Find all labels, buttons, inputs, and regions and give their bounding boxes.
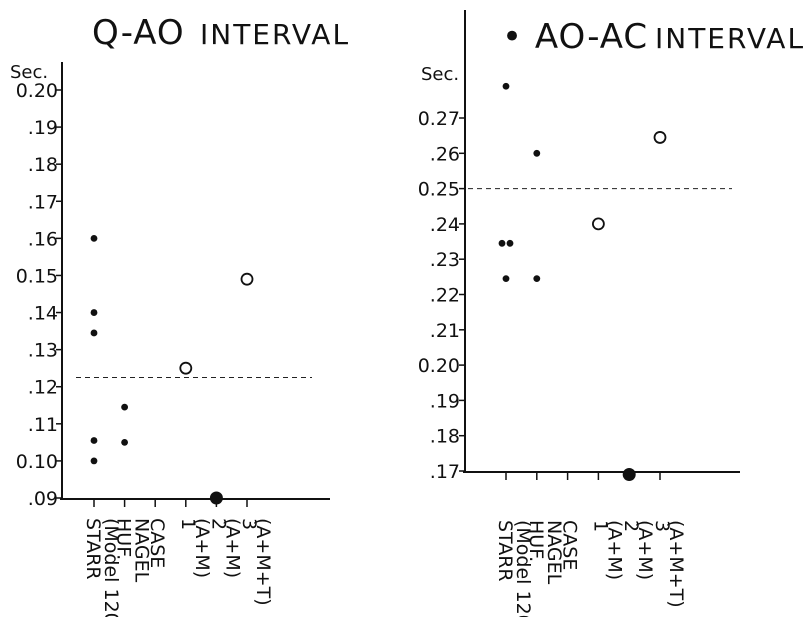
right-chart-title-suffix: INTERVAL bbox=[655, 22, 805, 55]
left-chart-y-tick-label: .09 bbox=[28, 488, 58, 510]
left-chart-y-tick-label: 0.20 bbox=[16, 80, 58, 102]
right-chart-ylabel: Sec. bbox=[421, 64, 459, 85]
left-chart-point-open bbox=[242, 274, 253, 285]
left-chart-category-sublabel: (A+M+T) bbox=[252, 518, 274, 606]
left-chart-y-tick-label: .14 bbox=[28, 303, 58, 325]
left-chart-plot: 0.20.19.18.17.160.15.14.13.12.110.10.09S… bbox=[16, 62, 330, 617]
left-chart-point-dot bbox=[91, 437, 98, 444]
left-chart-y-tick-label: 0.10 bbox=[16, 451, 58, 473]
right-chart-y-tick-label: .18 bbox=[430, 426, 460, 448]
right-chart-y-tick-label: .21 bbox=[430, 320, 460, 342]
left-chart-point-dot bbox=[121, 439, 128, 446]
left-chart-point-dot bbox=[91, 458, 98, 465]
left-chart-title-suffix: INTERVAL bbox=[200, 18, 350, 51]
left-chart-y-tick-label: .12 bbox=[28, 377, 58, 399]
left-chart-point-dot bbox=[91, 235, 98, 242]
right-chart-y-tick-label: .23 bbox=[430, 249, 460, 271]
right-chart-point-dot bbox=[499, 240, 506, 247]
right-chart-point-dot bbox=[533, 275, 540, 282]
right-chart-category-label: CASE bbox=[559, 520, 581, 570]
left-chart-point-dot bbox=[121, 404, 128, 411]
left-chart-y-tick-label: .18 bbox=[28, 154, 58, 176]
left-chart-point-dot bbox=[91, 309, 98, 316]
right-chart-y-tick-label: 0.27 bbox=[418, 108, 460, 130]
right-chart-plot: 0.27.260.25.24.23.22.210.20.19.18.17STAR… bbox=[418, 10, 740, 617]
left-chart-y-tick-label: .16 bbox=[28, 228, 58, 250]
left-chart-point-large bbox=[210, 492, 223, 505]
left-chart-title-prefix: Q-AO bbox=[92, 13, 185, 53]
right-chart-y-tick-label: 0.25 bbox=[418, 179, 460, 201]
left-chart-y-tick-label: .17 bbox=[28, 191, 58, 213]
right-chart-y-tick-label: 0.20 bbox=[418, 355, 460, 377]
right-chart-point-dot bbox=[507, 240, 514, 247]
right-chart-y-tick-label: .24 bbox=[430, 214, 460, 236]
left-chart-y-tick-label: 0.15 bbox=[16, 265, 58, 287]
right-chart-point-dot bbox=[533, 150, 540, 157]
right-chart-point-open bbox=[593, 218, 604, 229]
left-chart-y-tick-label: .13 bbox=[28, 340, 58, 362]
right-chart-point-dot bbox=[503, 83, 510, 90]
right-chart-y-tick-label: .17 bbox=[430, 461, 460, 483]
left-chart-y-tick-label: .11 bbox=[28, 414, 58, 436]
right-chart-y-tick-label: .26 bbox=[430, 143, 460, 165]
right-chart-point-large bbox=[623, 468, 636, 481]
right-chart-y-tick-label: .19 bbox=[430, 390, 460, 412]
right-chart-category-sublabel: (A+M+T) bbox=[665, 520, 687, 608]
left-chart-point-open bbox=[180, 363, 191, 374]
right-chart-point-open bbox=[655, 132, 666, 143]
left-chart-category-label: CASE bbox=[146, 518, 168, 568]
left-chart-y-tick-label: .19 bbox=[28, 117, 58, 139]
right-chart-point-dot bbox=[503, 275, 510, 282]
left-chart-point-dot bbox=[91, 330, 98, 337]
right-chart-y-tick-label: .22 bbox=[430, 285, 460, 307]
right-chart-title-prefix: • AO-AC bbox=[502, 17, 648, 57]
